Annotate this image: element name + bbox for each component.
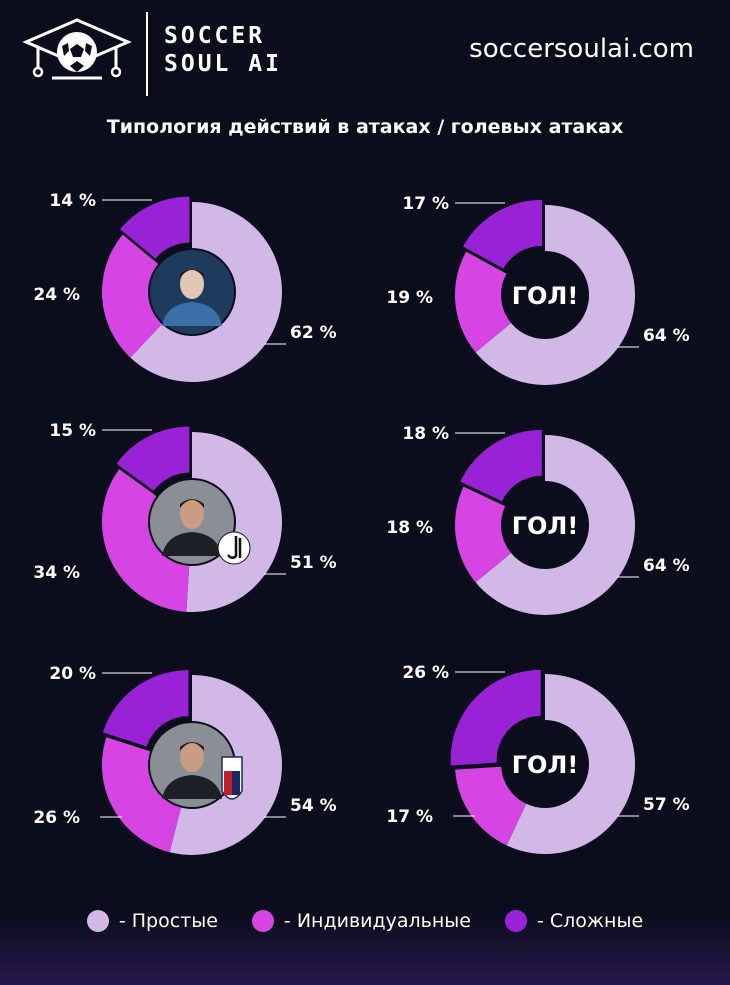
donut-slice-simple-row3-left xyxy=(169,675,283,855)
data-label-individual-row3-right: 17 % xyxy=(386,807,433,827)
donut-slice-simple-row3-right xyxy=(506,674,636,854)
data-label-simple-row1-left: 62 % xyxy=(290,323,337,343)
donut-slice-simple-row1-right xyxy=(475,205,636,385)
center-goal-label-row2: ГОЛ! xyxy=(512,512,579,540)
donut-chart-row1-left: 62 % 24 % 14 % xyxy=(33,191,337,382)
bottom-glow xyxy=(0,915,730,985)
legend-dot-individual xyxy=(251,910,274,932)
coach-bologna-icon xyxy=(150,723,234,807)
brand-name: SOCCER SOUL AI xyxy=(164,22,282,78)
donut-slice-complex-row1-right xyxy=(463,199,542,269)
donut-slice-simple-row2-right xyxy=(475,435,636,615)
juventus-badge-icon xyxy=(217,531,251,565)
data-label-complex-row1-right: 17 % xyxy=(402,194,449,214)
legend: - Простые - Индивидуальные - Сложные xyxy=(0,910,730,932)
data-label-simple-row2-right: 64 % xyxy=(643,556,690,576)
data-label-individual-row3-left: 26 % xyxy=(33,808,80,828)
donut-slice-simple-row1-left xyxy=(130,202,282,382)
chart-title: Типология действий в атаках / голевых ат… xyxy=(106,116,624,138)
donut-chart-row3-right: 57 % 17 % 26 % ГОЛ! xyxy=(386,663,690,854)
site-url[interactable]: soccersoulai.com xyxy=(469,34,694,64)
legend-label-complex: - Сложные xyxy=(536,910,644,932)
data-label-individual-row2-left: 34 % xyxy=(33,563,80,583)
data-label-individual-row2-right: 18 % xyxy=(386,518,433,538)
data-label-complex-row1-left: 14 % xyxy=(49,191,96,211)
donut-slice-complex-row3-left xyxy=(102,670,189,747)
donut-slice-individual-row3-left xyxy=(102,737,182,853)
donut-slice-complex-row1-left xyxy=(120,196,190,259)
data-label-simple-row3-right: 57 % xyxy=(643,795,690,815)
brand-line-2: SOUL AI xyxy=(164,51,282,77)
donut-slice-complex-row2-right xyxy=(460,429,542,502)
legend-dot-complex xyxy=(504,910,527,932)
donut-chart-row1-right: 64 % 19 % 17 % ГОЛ! xyxy=(386,194,690,385)
data-label-simple-row2-left: 51 % xyxy=(290,553,337,573)
data-label-complex-row2-left: 15 % xyxy=(49,421,96,441)
legend-item-complex: - Сложные xyxy=(504,910,644,932)
donut-slice-individual-row2-left xyxy=(102,469,190,612)
data-label-individual-row1-right: 19 % xyxy=(386,288,433,308)
data-label-complex-row3-left: 20 % xyxy=(49,664,96,684)
data-label-individual-row1-left: 24 % xyxy=(33,285,80,305)
center-goal-label-row3: ГОЛ! xyxy=(512,751,579,779)
legend-label-simple: - Простые xyxy=(118,910,218,932)
brand-line-1: SOCCER xyxy=(164,23,266,49)
donut-slice-simple-row2-left xyxy=(186,432,283,612)
bologna-badge-icon xyxy=(221,756,243,800)
donut-chart-row2-left: 51 % 34 % 15 % xyxy=(33,421,337,612)
logo-divider xyxy=(146,12,148,96)
donut-chart-row3-left: 54 % 26 % 20 % xyxy=(33,664,337,855)
legend-dot-simple xyxy=(86,910,109,932)
coach-juventus-icon xyxy=(150,480,234,564)
legend-item-individual: - Индивидуальные xyxy=(251,910,471,932)
donut-slice-complex-row3-right xyxy=(450,669,541,766)
donut-slice-complex-row2-left xyxy=(116,426,190,491)
legend-item-simple: - Простые xyxy=(86,910,218,932)
donut-chart-row2-right: 64 % 18 % 18 % ГОЛ! xyxy=(386,424,690,615)
donut-slice-individual-row1-right xyxy=(454,251,512,353)
donut-slice-individual-row1-left xyxy=(101,234,162,358)
data-label-simple-row3-left: 54 % xyxy=(290,796,337,816)
legend-label-individual: - Индивидуальные xyxy=(283,910,471,932)
donut-slice-individual-row2-right xyxy=(454,486,512,583)
data-label-simple-row1-right: 64 % xyxy=(643,326,690,346)
center-goal-label-row1: ГОЛ! xyxy=(512,282,579,310)
donut-slice-individual-row3-right xyxy=(455,766,527,846)
data-label-complex-row3-right: 26 % xyxy=(402,663,449,683)
data-label-complex-row2-right: 18 % xyxy=(402,424,449,444)
avatar-ai-icon xyxy=(150,250,234,334)
soccer-soul-logo-icon xyxy=(22,18,132,80)
